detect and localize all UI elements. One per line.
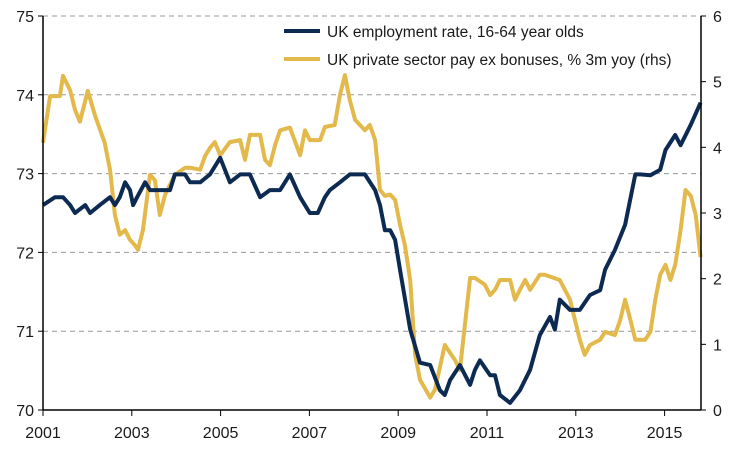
legend-label-pay: UK private sector pay ex bonuses, % 3m y… (327, 52, 672, 69)
y-tick-label: 74 (16, 88, 34, 105)
pay-growth-line (41, 73, 703, 400)
y2-tick-label: 2 (713, 272, 722, 289)
x-tick-label: 2005 (203, 425, 239, 442)
legend: UK employment rate, 16-64 year olds UK p… (284, 24, 672, 69)
x-tick-label: 2003 (114, 425, 150, 442)
axes: 70 71 72 73 74 75 0 1 2 3 4 5 6 2001 2003 2005 2007 2009 2… (16, 9, 722, 442)
x-tick-label: 2015 (647, 425, 683, 442)
series-lines (41, 73, 703, 405)
y-tick-label: 70 (16, 403, 34, 420)
x-tick-label: 2009 (380, 425, 416, 442)
x-tick-label: 2011 (470, 425, 505, 442)
legend-label-employment: UK employment rate, 16-64 year olds (327, 24, 584, 41)
employment-rate-line (41, 101, 703, 405)
x-tick-label: 2001 (25, 425, 61, 442)
y2-tick-label: 4 (713, 140, 722, 157)
y2-tick-label: 6 (713, 9, 722, 26)
y2-tick-label: 1 (713, 337, 722, 354)
x-tick-label: 2007 (292, 425, 328, 442)
x-tick-label: 2013 (558, 425, 594, 442)
y-tick-label: 73 (16, 167, 34, 184)
y-tick-label: 75 (16, 9, 34, 26)
y2-tick-label: 3 (713, 206, 722, 223)
y-tick-label: 72 (16, 245, 34, 262)
gridlines (43, 15, 701, 332)
y-tick-label: 71 (16, 324, 34, 341)
y2-tick-label: 5 (713, 75, 722, 92)
y2-tick-label: 0 (713, 403, 722, 420)
